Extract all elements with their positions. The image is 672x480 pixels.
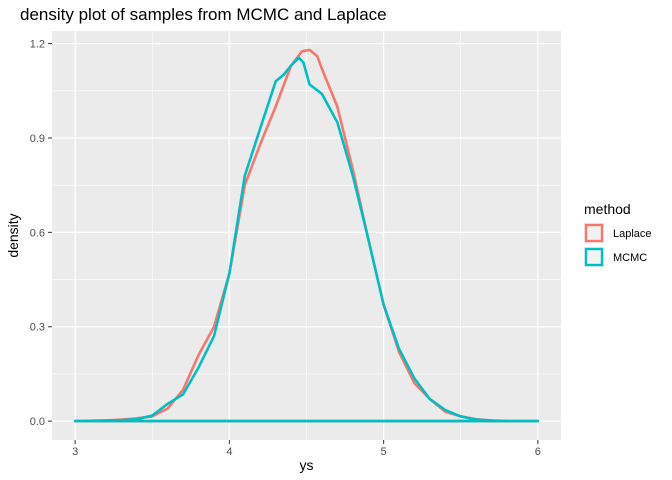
series-line-mcmc <box>73 56 540 423</box>
x-axis: 3 4 5 6 <box>72 440 541 458</box>
y-axis: 0.0 0.3 0.6 0.9 1.2 <box>30 39 52 428</box>
y-tick-label: 0.9 <box>30 133 45 145</box>
y-tick-label: 1.2 <box>30 39 45 51</box>
y-tick-label: 0.6 <box>30 227 45 239</box>
x-tick-label: 3 <box>72 446 78 458</box>
chart-title: density plot of samples from MCMC and La… <box>20 5 387 24</box>
x-axis-title: ys <box>300 457 314 473</box>
minor-grid <box>52 31 561 440</box>
major-grid <box>52 31 561 440</box>
x-tick-label: 6 <box>535 446 541 458</box>
y-tick-label: 0.3 <box>30 322 45 334</box>
y-axis-title: density <box>5 213 21 257</box>
legend-label-mcmc: MCMC <box>613 252 647 264</box>
legend-label-laplace: Laplace <box>613 228 652 240</box>
x-tick-label: 4 <box>226 446 232 458</box>
legend-key-background <box>584 223 604 243</box>
series-lines <box>73 48 540 423</box>
y-tick-label: 0.0 <box>30 416 45 428</box>
x-tick-label: 5 <box>381 446 387 458</box>
legend: method Laplace MCMC <box>584 201 652 267</box>
legend-key-background <box>584 247 604 267</box>
legend-key-mcmc <box>584 247 604 267</box>
legend-key-laplace <box>584 223 604 243</box>
legend-title: method <box>584 201 631 217</box>
